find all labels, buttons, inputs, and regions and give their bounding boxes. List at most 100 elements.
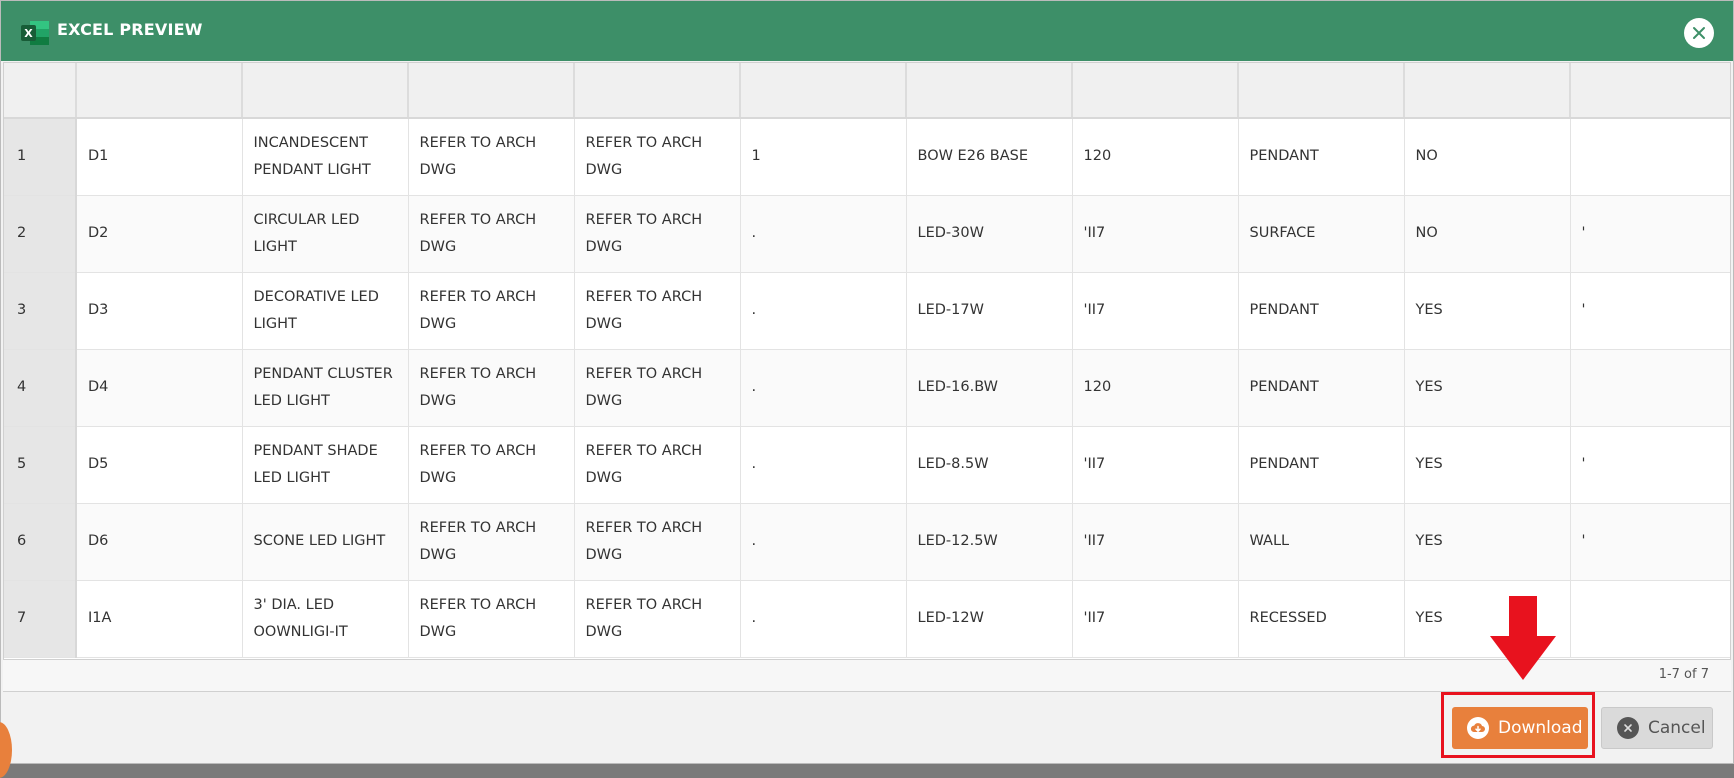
table-cell[interactable]: 'II7 [1072,580,1239,658]
table-cell[interactable]: LED-12W [906,580,1073,658]
table-cell[interactable]: REFER TO ARCH DWG [574,349,741,427]
table-cell[interactable]: YES [1404,580,1571,658]
table-cell[interactable]: WALL [1238,503,1405,581]
table-cell[interactable]: 'II7 [1072,195,1239,273]
table-cell[interactable]: 120 [1072,118,1239,196]
table-cell[interactable]: 3' DIA. LED OOWNLIGI-IT [242,580,409,658]
table-cell[interactable]: LED-17W [906,272,1073,350]
column-header[interactable] [574,63,741,119]
download-button[interactable]: Download [1452,707,1588,749]
table-cell[interactable]: 'II7 [1072,272,1239,350]
column-header[interactable] [906,63,1073,119]
table-cell[interactable]: D4 [76,349,243,427]
table-cell[interactable]: . [740,426,907,504]
table-cell[interactable]: D6 [76,503,243,581]
table-cell[interactable]: DECORATIVE LED LIGHT [242,272,409,350]
pagination-info: 1-7 of 7 [1658,667,1709,682]
table-cell[interactable]: REFER TO ARCH DWG [574,118,741,196]
column-header[interactable] [740,63,907,119]
table-cell[interactable]: REFER TO ARCH DWG [408,349,575,427]
table-cell[interactable]: YES [1404,272,1571,350]
table-cell[interactable]: REFER TO ARCH DWG [574,195,741,273]
table-cell[interactable]: PENDANT CLUSTER LED LIGHT [242,349,409,427]
table-cell[interactable]: 'II7 [1072,426,1239,504]
table-cell[interactable]: ' [1570,195,1730,273]
table-cell[interactable] [1570,118,1730,196]
row-number: 3 [4,272,77,350]
table-cell[interactable]: PENDANT SHADE LED LIGHT [242,426,409,504]
close-icon [1693,27,1705,39]
table-cell[interactable]: REFER TO ARCH DWG [408,503,575,581]
column-header[interactable] [1404,63,1571,119]
table-cell[interactable]: BOW E26 BASE [906,118,1073,196]
table-row[interactable]: 4 D4 PENDANT CLUSTER LED LIGHT REFER TO ARC… [4,349,1730,427]
table-cell[interactable]: . [740,503,907,581]
table-cell[interactable]: REFER TO ARCH DWG [574,580,741,658]
table-cell[interactable]: INCANDESCENT PENDANT LIGHT [242,118,409,196]
cancel-button[interactable]: Cancel [1601,707,1713,749]
table-cell[interactable]: 120 [1072,349,1239,427]
table-cell[interactable]: REFER TO ARCH DWG [408,195,575,273]
table-cell[interactable]: . [740,272,907,350]
table-cell[interactable]: D5 [76,426,243,504]
grid-footer: 1-7 of 7 [3,660,1731,692]
table-cell[interactable]: I1A [76,580,243,658]
x-circle-icon [1617,717,1639,739]
table-cell[interactable]: REFER TO ARCH DWG [408,272,575,350]
table-cell[interactable]: SCONE LED LIGHT [242,503,409,581]
table-cell[interactable]: REFER TO ARCH DWG [574,272,741,350]
table-cell[interactable] [1570,349,1730,427]
column-header[interactable] [1238,63,1405,119]
table-row[interactable]: 1 D1 INCANDESCENT PENDANT LIGHT REFER TO AR… [4,118,1730,196]
table-cell[interactable]: PENDANT [1238,118,1405,196]
table-cell[interactable]: REFER TO ARCH DWG [408,580,575,658]
table-cell[interactable]: D1 [76,118,243,196]
table-cell[interactable]: LED-16.BW [906,349,1073,427]
row-number: 4 [4,349,77,427]
table-row[interactable]: 3 D3 DECORATIVE LED LIGHT REFER TO ARCH DWG… [4,272,1730,350]
table-row[interactable]: 7 I1A 3' DIA. LED OOWNLIGI-IT REFER TO ARCH… [4,580,1730,658]
column-header[interactable] [76,63,243,119]
table-cell[interactable]: LED-8.5W [906,426,1073,504]
table-cell[interactable]: . [740,349,907,427]
cancel-label: Cancel [1648,718,1706,738]
row-number: 6 [4,503,77,581]
table-row[interactable]: 5 D5 PENDANT SHADE LED LIGHT REFER TO ARCH … [4,426,1730,504]
table-cell[interactable]: SURFACE [1238,195,1405,273]
table-cell[interactable]: PENDANT [1238,272,1405,350]
table-cell[interactable]: REFER TO ARCH DWG [574,503,741,581]
column-header[interactable] [1570,63,1730,119]
table-cell[interactable]: CIRCULAR LED LIGHT [242,195,409,273]
table-cell[interactable]: ' [1570,272,1730,350]
close-button[interactable] [1684,18,1714,48]
table-cell[interactable]: PENDANT [1238,426,1405,504]
table-cell[interactable]: YES [1404,349,1571,427]
table-cell[interactable] [1570,580,1730,658]
table-cell[interactable]: REFER TO ARCH DWG [574,426,741,504]
table-cell[interactable]: NO [1404,118,1571,196]
table-cell[interactable]: YES [1404,426,1571,504]
table-cell[interactable]: D3 [76,272,243,350]
table-cell[interactable]: . [740,580,907,658]
table-row[interactable]: 6 D6 SCONE LED LIGHT REFER TO ARCH DWG REFER… [4,503,1730,581]
column-header[interactable] [408,63,575,119]
table-cell[interactable]: LED-12.5W [906,503,1073,581]
table-cell[interactable]: PENDANT [1238,349,1405,427]
table-cell[interactable]: 'II7 [1072,503,1239,581]
table-cell[interactable]: . [740,195,907,273]
column-header[interactable] [242,63,409,119]
table-cell[interactable]: 1 [740,118,907,196]
table-cell[interactable]: D2 [76,195,243,273]
table-cell[interactable]: LED-30W [906,195,1073,273]
table-cell[interactable]: ' [1570,503,1730,581]
table-row[interactable]: 2 D2 CIRCULAR LED LIGHT REFER TO ARCH DWG RE… [4,195,1730,273]
table-cell[interactable]: REFER TO ARCH DWG [408,426,575,504]
row-number: 5 [4,426,77,504]
table-cell[interactable]: ' [1570,426,1730,504]
column-header[interactable] [1072,63,1239,119]
table-cell[interactable]: RECESSED [1238,580,1405,658]
table-cell[interactable]: NO [1404,195,1571,273]
table-cell[interactable]: YES [1404,503,1571,581]
table-cell[interactable]: REFER TO ARCH DWG [408,118,575,196]
